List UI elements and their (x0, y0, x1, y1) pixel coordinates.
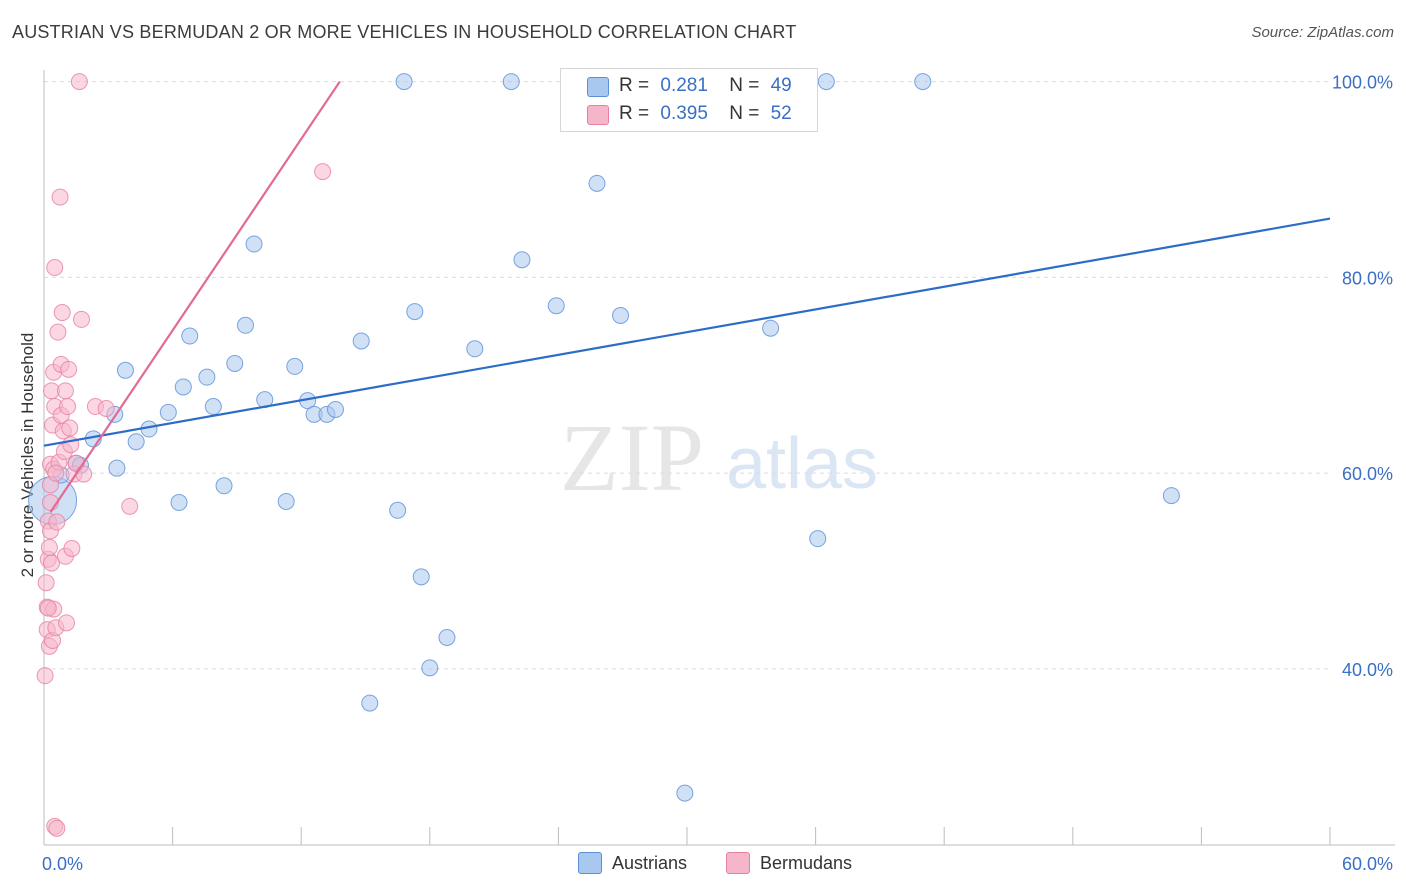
austrians-point (236, 316, 254, 334)
austrians-point (215, 477, 233, 495)
austrians-point (352, 332, 370, 350)
legend-label-bermudans: Bermudans (760, 852, 853, 873)
r-label: R = (619, 75, 650, 96)
bermudans-point (97, 399, 115, 417)
y-tick-label: 80.0% (1342, 268, 1393, 288)
gridlines (44, 81, 1330, 670)
austrians-point (245, 235, 263, 253)
austrians-point (326, 400, 344, 418)
austrians-point (914, 73, 932, 91)
austrians-point (108, 459, 126, 477)
source-label: Source: ZipAtlas.com (1251, 24, 1394, 41)
legend-swatch-bermudans (726, 852, 750, 874)
austrians-trend-line (43, 217, 1331, 447)
austrians-point (170, 493, 188, 511)
bermudans-point (39, 599, 57, 617)
austrians-point (277, 492, 295, 510)
austrians-point (226, 354, 244, 372)
austrians-point (612, 306, 630, 324)
y-tick-label: 40.0% (1342, 660, 1393, 680)
bermudans-point (48, 819, 66, 837)
austrians-point (547, 297, 565, 315)
austrians-point (159, 403, 177, 421)
austrians-point (174, 378, 192, 396)
austrians-point (286, 357, 304, 375)
austrians-point (361, 694, 379, 712)
austrians-point (438, 629, 456, 647)
austrians-point (588, 174, 606, 192)
legend-label-austrians: Austrians (612, 852, 688, 873)
austrians-point (817, 73, 835, 91)
bermudans-point (48, 513, 66, 531)
austrians-point (1162, 487, 1180, 505)
austrians-point (809, 530, 827, 548)
legend-swatch-bermudans (587, 105, 609, 125)
r-label: R = (619, 103, 650, 124)
n-label: N = (729, 103, 760, 124)
bermudans-point (70, 73, 88, 91)
austrians-point (181, 327, 199, 345)
austrians-point (676, 784, 694, 802)
bermudans-point (49, 323, 67, 341)
bermudans-point (121, 497, 139, 515)
bermudans-point (53, 304, 71, 322)
bermudans-point (59, 398, 77, 416)
austrians-point (116, 361, 134, 379)
bermudans-point (314, 163, 332, 181)
y-tick-label: 60.0% (1342, 464, 1393, 484)
legend-item-austrians[interactable]: Austrians (578, 852, 687, 874)
bermudans-point (56, 382, 74, 400)
stats-legend: R = 0.281 N = 49 R = 0.395 N = 52 (560, 68, 818, 132)
r-value-bermudans: 0.395 (660, 103, 708, 124)
n-value-bermudans: 52 (770, 103, 792, 124)
bermudans-point (60, 360, 78, 378)
bermudans-point (73, 310, 91, 328)
watermark-zip: ZIP (560, 404, 704, 511)
n-value-austrians: 49 (770, 75, 792, 96)
legend-stats-bermudans: R = 0.395 N = 52 (619, 103, 792, 125)
bermudans-point (36, 667, 54, 685)
austrians-point (762, 319, 780, 337)
bermudans-trend-line (49, 80, 341, 513)
austrians-point (395, 73, 413, 91)
bermudans-point (63, 539, 81, 557)
bermudans-point (47, 464, 65, 482)
austrians-point (421, 659, 439, 677)
r-value-austrians: 0.281 (660, 75, 708, 96)
watermark: ZIP atlas (560, 404, 878, 511)
austrians-point (502, 73, 520, 91)
austrians-point (513, 251, 531, 269)
austrians-point (204, 398, 222, 416)
bermudans-point (43, 554, 61, 572)
austrians-point (389, 501, 407, 519)
x-tick-label: 60.0% (1342, 854, 1393, 874)
series-legend: Austrians Bermudans (0, 852, 1406, 876)
austrians-point (412, 568, 430, 586)
bermudans-point (46, 259, 64, 277)
bermudans-point (40, 538, 58, 556)
chart-title: AUSTRIAN VS BERMUDAN 2 OR MORE VEHICLES … (12, 22, 797, 42)
tick-labels: 40.0% 60.0% 80.0% 100.0% 0.0% 60.0% (42, 73, 1393, 874)
bermudans-point (37, 574, 55, 592)
austrians-point (406, 303, 424, 321)
bermudans-point (51, 188, 69, 206)
legend-item-bermudans[interactable]: Bermudans (726, 852, 852, 874)
legend-swatch-austrians (578, 852, 602, 874)
n-label: N = (729, 75, 760, 96)
austrians-point (466, 340, 484, 358)
bermudans-point (75, 465, 93, 483)
watermark-atlas: atlas (726, 424, 878, 504)
bermudans-point (61, 419, 79, 437)
austrians-point (127, 433, 145, 451)
legend-swatch-austrians (587, 77, 609, 97)
bermudans-point (58, 614, 76, 632)
legend-stats-austrians: R = 0.281 N = 49 (619, 75, 792, 97)
trend-lines (43, 80, 1331, 513)
austrians-point (198, 368, 216, 386)
x-tick-label: 0.0% (42, 854, 83, 874)
axes (43, 70, 1395, 846)
y-tick-label: 100.0% (1332, 73, 1393, 93)
